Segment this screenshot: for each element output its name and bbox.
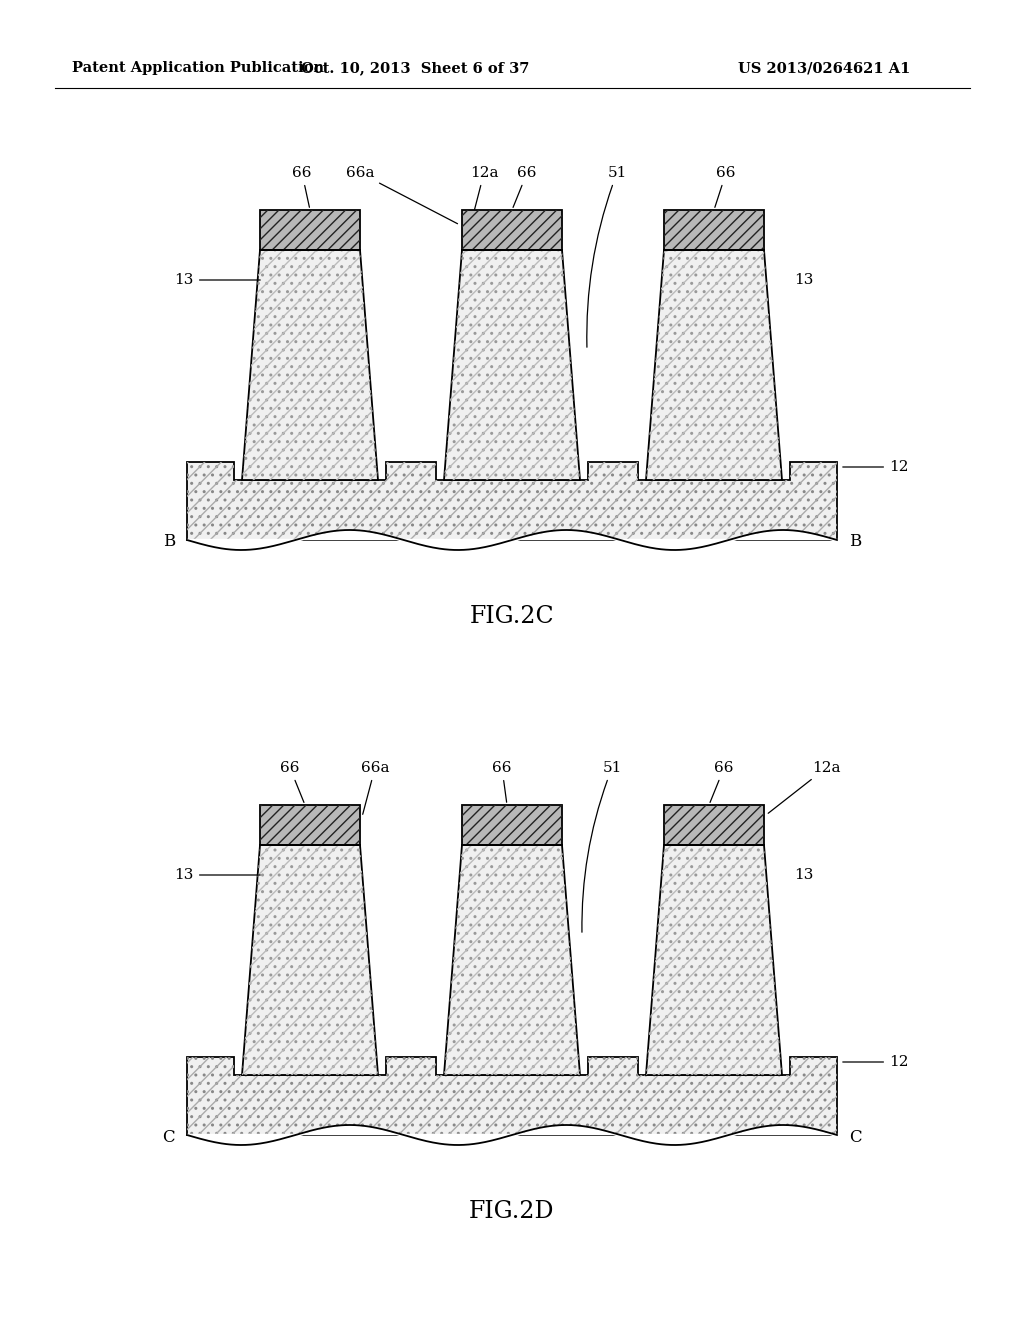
Text: US 2013/0264621 A1: US 2013/0264621 A1 <box>738 61 910 75</box>
Text: Oct. 10, 2013  Sheet 6 of 37: Oct. 10, 2013 Sheet 6 of 37 <box>301 61 529 75</box>
Text: 66: 66 <box>513 166 537 207</box>
Text: 66: 66 <box>493 762 512 803</box>
Polygon shape <box>646 249 782 480</box>
Text: 66: 66 <box>281 762 304 803</box>
Text: 51: 51 <box>582 762 622 932</box>
Text: 66a: 66a <box>360 762 389 814</box>
Text: 66a: 66a <box>346 166 458 223</box>
Text: FIG.2C: FIG.2C <box>470 605 554 628</box>
Text: 51: 51 <box>587 166 627 347</box>
Text: 12: 12 <box>843 1055 908 1069</box>
Text: 13: 13 <box>794 273 813 286</box>
Text: C: C <box>849 1129 861 1146</box>
Text: C: C <box>163 1129 175 1146</box>
Polygon shape <box>260 210 360 249</box>
Text: C: C <box>849 1129 861 1146</box>
Polygon shape <box>444 845 580 1074</box>
Polygon shape <box>664 805 764 845</box>
Text: 66: 66 <box>715 166 736 207</box>
Text: Patent Application Publication: Patent Application Publication <box>72 61 324 75</box>
Text: B: B <box>163 533 175 550</box>
Text: 13: 13 <box>175 869 260 882</box>
Text: 66: 66 <box>292 166 311 207</box>
Polygon shape <box>664 210 764 249</box>
Polygon shape <box>462 805 562 845</box>
Text: 66: 66 <box>710 762 734 803</box>
Text: 12a: 12a <box>768 762 841 813</box>
Text: 13: 13 <box>175 273 260 286</box>
Polygon shape <box>260 805 360 845</box>
Polygon shape <box>242 249 378 480</box>
Text: 13: 13 <box>794 869 813 882</box>
Text: 12: 12 <box>843 459 908 474</box>
Polygon shape <box>646 845 782 1074</box>
Text: FIG.2D: FIG.2D <box>469 1200 555 1224</box>
Text: B: B <box>849 533 861 550</box>
Text: 12a: 12a <box>463 166 499 255</box>
Polygon shape <box>444 249 580 480</box>
Polygon shape <box>187 1057 837 1135</box>
Text: C: C <box>163 1129 175 1146</box>
Polygon shape <box>187 462 837 540</box>
Polygon shape <box>242 845 378 1074</box>
Polygon shape <box>462 210 562 249</box>
